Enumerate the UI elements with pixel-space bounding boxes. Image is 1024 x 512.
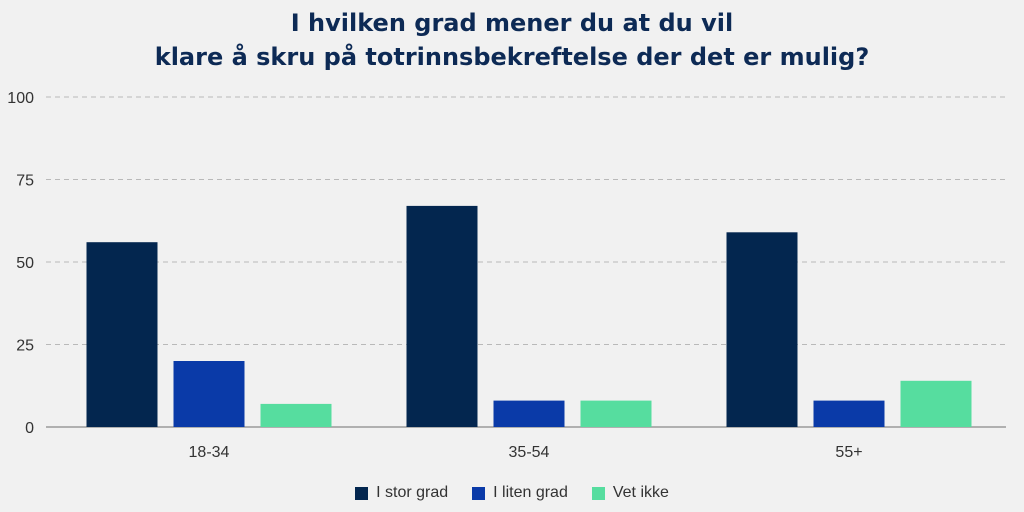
y-tick-label: 100 xyxy=(7,90,34,107)
x-tick-label: 35-54 xyxy=(509,444,550,461)
y-tick-label: 0 xyxy=(25,420,34,437)
x-tick-label: 55+ xyxy=(835,444,862,461)
y-tick-label: 50 xyxy=(16,255,34,272)
y-tick-label: 75 xyxy=(16,173,34,190)
bar xyxy=(900,380,972,427)
bar xyxy=(406,205,478,427)
chart-title-line-2: klare å skru på totrinnsbekreftelse der … xyxy=(154,43,870,71)
bar-chart: 0 25 50 75 100 18-34 35-54 55+ xyxy=(7,90,1006,461)
bar xyxy=(580,400,652,427)
legend-swatch xyxy=(472,486,486,500)
bar xyxy=(260,403,332,427)
chart-title-line-1: I hvilken grad mener du at du vil xyxy=(290,9,734,37)
y-tick-label: 25 xyxy=(16,338,34,355)
chart-title: I hvilken grad mener du at du vil klare … xyxy=(0,6,1024,74)
x-tick-label: 18-34 xyxy=(189,444,230,461)
legend-swatch xyxy=(591,486,605,500)
bar xyxy=(813,400,885,427)
legend: I stor grad I liten grad Vet ikke xyxy=(0,484,1024,502)
legend-label: I stor grad xyxy=(376,484,449,501)
bar xyxy=(86,242,158,427)
legend-swatch xyxy=(355,486,369,500)
bar xyxy=(726,232,798,427)
legend-item-i-liten-grad: I liten grad xyxy=(472,484,568,502)
legend-label: I liten grad xyxy=(493,484,568,501)
legend-item-vet-ikke: Vet ikke xyxy=(591,484,669,502)
legend-item-i-stor-grad: I stor grad xyxy=(355,484,448,502)
bar xyxy=(493,400,565,427)
bar xyxy=(173,361,245,427)
legend-label: Vet ikke xyxy=(612,484,669,501)
